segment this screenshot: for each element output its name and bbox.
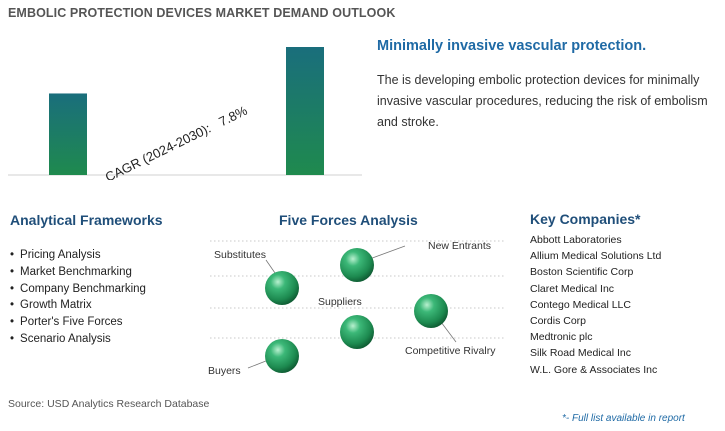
five-forces-heading: Five Forces Analysis xyxy=(279,212,418,228)
bar-2024 xyxy=(49,93,87,175)
bar-2030 xyxy=(286,47,324,175)
company-item: Boston Scientific Corp xyxy=(530,266,634,279)
framework-item: Market Benchmarking xyxy=(10,264,146,281)
cagr-annotation: CAGR (2024-2030): 7.8% xyxy=(103,103,250,180)
five-forces-diagram: Substitutes New Entrants Suppliers Compe… xyxy=(208,240,505,377)
suppliers-label: Suppliers xyxy=(318,296,362,308)
companies-heading: Key Companies* xyxy=(530,211,641,227)
substitutes-label: Substitutes xyxy=(214,249,266,261)
competitive-rivalry-sphere xyxy=(414,294,448,328)
company-item: Silk Road Medical Inc xyxy=(530,347,631,360)
frameworks-heading: Analytical Frameworks xyxy=(10,212,163,228)
headline: Minimally invasive vascular protection. xyxy=(377,38,647,54)
company-item: Allium Medical Solutions Ltd xyxy=(530,250,662,263)
description: The is developing embolic protection dev… xyxy=(377,73,708,129)
framework-item: Porter's Five Forces xyxy=(10,314,146,331)
framework-item: Scenario Analysis xyxy=(10,331,146,348)
market-chart: 20242030 CAGR (2024-2030): 7.8% xyxy=(8,47,362,180)
company-item: Claret Medical Inc xyxy=(530,282,615,295)
framework-item: Company Benchmarking xyxy=(10,281,146,298)
framework-item: Growth Matrix xyxy=(10,297,146,314)
company-item: Abbott Laboratories xyxy=(530,234,622,246)
frameworks-list: Pricing Analysis Market Benchmarking Com… xyxy=(10,247,146,348)
buyers-label: Buyers xyxy=(208,365,241,377)
company-item: Medtronic plc xyxy=(530,331,593,344)
source-note: Source: USD Analytics Research Database xyxy=(8,398,210,410)
report-title: EMBOLIC PROTECTION DEVICES MARKET DEMAND… xyxy=(8,6,396,20)
footnote: *- Full list available in report xyxy=(562,413,685,424)
grid-lines xyxy=(210,240,505,339)
company-item: Contego Medical LLC xyxy=(530,298,631,311)
buyers-sphere xyxy=(265,339,299,373)
framework-item: Pricing Analysis xyxy=(10,247,146,264)
companies-list: Abbott Laboratories Allium Medical Solut… xyxy=(530,232,661,378)
company-item: W.L. Gore & Associates Inc xyxy=(530,363,658,376)
company-item: Cordis Corp xyxy=(530,315,587,328)
new-entrants-label: New Entrants xyxy=(428,240,491,252)
new-entrants-sphere xyxy=(340,248,374,282)
substitutes-sphere xyxy=(265,271,299,305)
suppliers-sphere xyxy=(340,315,374,349)
competitive-rivalry-label: Competitive Rivalry xyxy=(405,345,496,357)
